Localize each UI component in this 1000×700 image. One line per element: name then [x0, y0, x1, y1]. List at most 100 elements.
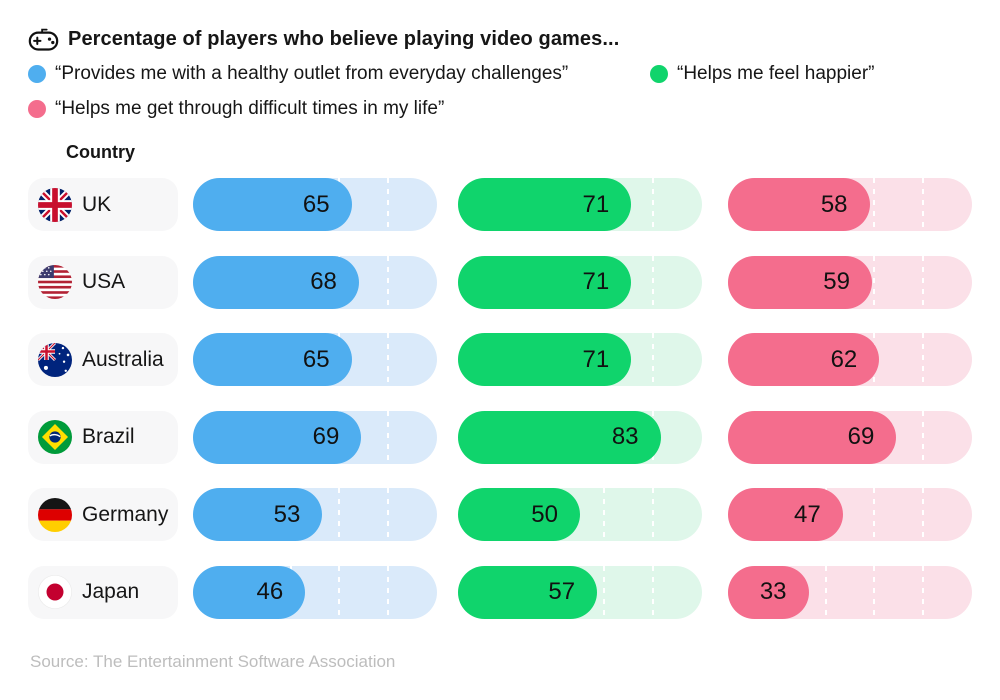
gridline: [652, 333, 655, 386]
country-cell: Japan: [28, 565, 178, 619]
bar-fill: 65: [193, 333, 352, 386]
gridline: [873, 565, 876, 619]
gridline: [387, 333, 390, 386]
bar-track: 62: [728, 333, 972, 386]
bar-track: 69: [193, 410, 437, 464]
bar-fill: 69: [193, 410, 362, 464]
bar-fill: 71: [458, 178, 632, 231]
table-row: Germany 53 50 47: [28, 488, 972, 541]
bar-track: 58: [728, 178, 972, 231]
bar-value: 83: [611, 423, 639, 450]
bar-track: 83: [458, 410, 702, 464]
bar-fill: 71: [458, 255, 632, 309]
bar-fill: 47: [728, 488, 843, 541]
country-cell: Brazil: [28, 410, 178, 464]
table-row: Brazil 69 83 69: [28, 410, 972, 464]
germany-flag-icon: [38, 497, 72, 532]
australia-flag-icon: [38, 342, 72, 377]
column-header-country: Country: [66, 142, 135, 162]
legend-label: “Helps me feel happier”: [677, 63, 875, 84]
uk-flag-icon: [38, 187, 72, 222]
legend-dot-green: [650, 65, 668, 83]
legend-item-difficult-times: “Helps me get through difficult times in…: [28, 98, 444, 120]
gridline: [652, 488, 655, 541]
bar-value: 65: [302, 190, 330, 218]
bar-value: 50: [531, 500, 558, 528]
legend-label: “Provides me with a healthy outlet from …: [55, 63, 569, 84]
gridline: [387, 410, 390, 464]
bar-fill: 83: [458, 410, 661, 464]
bar-fill: 53: [193, 488, 323, 541]
bar-value: 69: [312, 423, 340, 450]
bar-value: 71: [582, 268, 610, 295]
bar-track: 65: [193, 333, 437, 386]
gridline: [873, 488, 876, 541]
bar-value: 65: [302, 345, 330, 373]
bar-value: 71: [582, 345, 610, 373]
bar-fill: 69: [728, 410, 897, 464]
gridline: [338, 488, 341, 541]
country-label: UK: [82, 192, 112, 216]
country-label: Japan: [82, 580, 140, 603]
gamepad-icon: [28, 26, 59, 52]
gridline: [922, 333, 925, 386]
bar-track: 53: [193, 488, 437, 541]
bar-value: 69: [847, 423, 875, 450]
gridline: [652, 255, 655, 309]
bar-value: 58: [820, 190, 848, 218]
bar-fill: 58: [728, 178, 870, 231]
bar-track: 68: [193, 255, 437, 309]
table-row: Australia 65 71 62: [28, 333, 972, 386]
bar-track: 57: [458, 565, 702, 619]
gridline: [922, 488, 925, 541]
gridline: [387, 565, 390, 619]
gridline: [652, 178, 655, 231]
gridline: [652, 565, 655, 619]
bar-track: 50: [458, 488, 702, 541]
country-label: Germany: [82, 502, 169, 526]
gridline: [922, 178, 925, 231]
legend-dot-pink: [28, 100, 46, 118]
gridline: [338, 565, 341, 619]
bar-value: 68: [310, 268, 337, 295]
gridline: [873, 178, 876, 231]
bar-value: 62: [830, 345, 858, 373]
page-title: Percentage of players who believe playin…: [68, 27, 620, 50]
country-label: Brazil: [82, 425, 135, 448]
bar-track: 71: [458, 333, 702, 386]
legend-label: “Helps me get through difficult times in…: [55, 98, 445, 119]
bar-value: 57: [548, 578, 576, 605]
country-cell: UK: [28, 178, 178, 231]
bar-track: 59: [728, 255, 972, 309]
gridline: [873, 255, 876, 309]
bar-value: 53: [273, 500, 301, 528]
gridline: [387, 255, 390, 309]
japan-flag-icon: [38, 575, 72, 609]
bar-fill: 57: [458, 565, 598, 619]
bar-track: 33: [728, 565, 972, 619]
bar-fill: 68: [193, 255, 359, 309]
page-header: Percentage of players who believe playin…: [28, 26, 619, 52]
bar-value: 59: [823, 268, 850, 295]
gridline: [603, 565, 606, 619]
country-label: USA: [82, 270, 126, 293]
gridline: [922, 565, 925, 619]
bar-fill: 50: [458, 488, 580, 541]
bar-fill: 65: [193, 178, 352, 231]
bar-value: 47: [793, 500, 821, 528]
country-cell: USA: [28, 255, 178, 309]
bar-fill: 33: [728, 565, 809, 619]
usa-flag-icon: [38, 265, 72, 299]
legend-item-feel-happier: “Helps me feel happier”: [650, 63, 874, 85]
gridline: [387, 488, 390, 541]
gridline: [387, 178, 390, 231]
table-row: USA 68 71 59: [28, 255, 972, 309]
legend-item-healthy-outlet: “Provides me with a healthy outlet from …: [28, 63, 568, 85]
gridline: [824, 565, 827, 619]
gridline: [922, 255, 925, 309]
bar-fill: 62: [728, 333, 880, 386]
legend-dot-blue: [28, 65, 46, 83]
table-row: Japan 46 57 33: [28, 565, 972, 619]
bar-value: 46: [256, 578, 284, 605]
table-row: UK 65 71 58: [28, 178, 972, 231]
